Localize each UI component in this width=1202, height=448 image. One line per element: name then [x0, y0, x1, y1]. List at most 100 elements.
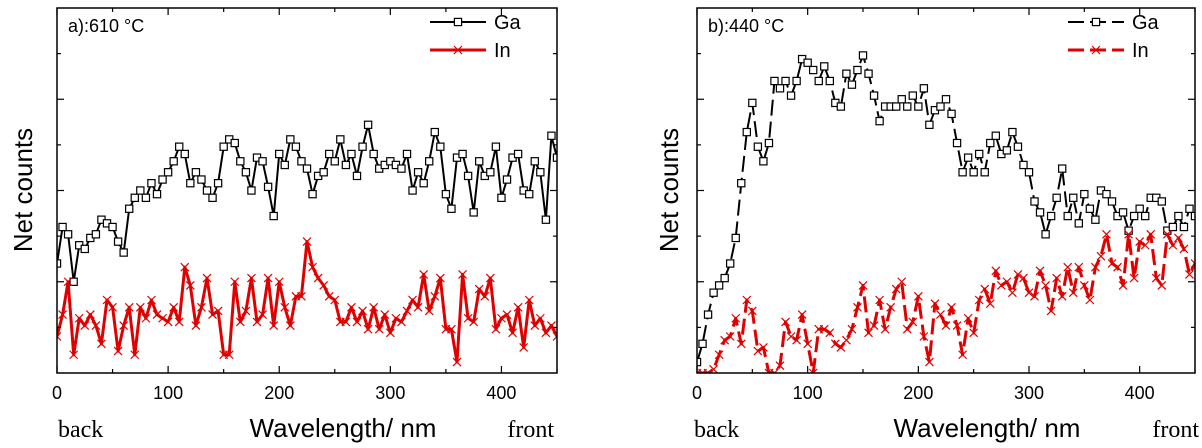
data-point-ga	[725, 259, 735, 268]
data-point-ga	[1168, 222, 1178, 232]
data-point-ga	[130, 193, 139, 202]
data-point-ga	[341, 160, 351, 170]
data-point-in	[758, 343, 768, 352]
data-point-in	[703, 368, 713, 373]
data-point-ga	[1013, 142, 1023, 151]
data-point-ga	[864, 69, 873, 78]
x-tick-label: 0	[692, 383, 702, 403]
data-point-in	[102, 295, 112, 305]
data-point-in	[552, 332, 557, 341]
data-point-ga	[1102, 189, 1111, 199]
x-tick-label: 200	[264, 383, 294, 403]
data-point-ga	[1129, 211, 1139, 221]
data-point-in	[930, 299, 940, 309]
data-point-in	[80, 321, 90, 330]
data-point-in	[530, 321, 540, 330]
data-point-ga	[1107, 197, 1117, 206]
data-point-in	[108, 302, 117, 312]
data-point-in	[502, 310, 512, 320]
data-point-in	[1013, 270, 1023, 279]
data-point-ga	[1157, 197, 1166, 206]
data-point-in	[308, 262, 317, 272]
data-point-in	[341, 317, 351, 327]
data-point-in	[742, 295, 752, 305]
data-point-ga	[58, 222, 67, 232]
data-point-in	[258, 310, 267, 320]
data-point-in	[491, 324, 501, 334]
data-point-in	[1173, 233, 1183, 243]
data-point-in	[1162, 229, 1172, 239]
data-point-in	[241, 306, 251, 316]
data-point-in	[191, 321, 201, 330]
data-point-in	[1179, 244, 1189, 254]
data-point-in	[980, 284, 990, 294]
data-point-ga	[1002, 146, 1012, 155]
data-point-in	[174, 317, 184, 327]
data-point-ga	[770, 76, 779, 86]
data-point-in	[524, 295, 534, 305]
data-point-in	[947, 302, 956, 312]
data-point-ga	[786, 91, 796, 100]
data-point-ga	[814, 76, 823, 86]
data-point-ga	[513, 149, 523, 159]
data-point-in	[880, 324, 890, 334]
data-point-in	[847, 324, 857, 334]
data-point-in	[1151, 273, 1161, 283]
data-point-ga	[269, 211, 278, 221]
data-point-in	[497, 313, 506, 323]
data-point-ga	[469, 208, 478, 217]
data-point-in	[1157, 280, 1167, 290]
data-point-in	[447, 324, 456, 334]
data-point-in	[924, 357, 934, 367]
data-point-in	[991, 266, 1001, 276]
data-point-in	[147, 295, 156, 305]
data-point-in	[919, 332, 929, 341]
data-point-ga	[869, 91, 879, 100]
x-tick-label: 0	[52, 383, 62, 403]
data-point-in	[714, 350, 724, 360]
data-point-ga	[397, 164, 406, 173]
data-point-ga	[1030, 197, 1039, 206]
data-point-ga	[319, 168, 328, 177]
data-point-ga	[980, 168, 989, 177]
data-point-ga	[969, 168, 978, 177]
data-point-in	[830, 339, 840, 349]
data-point-ga	[430, 127, 439, 137]
data-point-ga	[219, 142, 228, 151]
data-point-in	[819, 324, 829, 334]
data-point-in	[513, 302, 523, 312]
data-point-in	[324, 291, 334, 301]
data-point-in	[458, 270, 467, 279]
data-point-ga	[425, 157, 434, 166]
data-point-in	[297, 291, 306, 301]
data-point-in	[797, 310, 807, 320]
data-point-in	[124, 302, 134, 312]
data-point-in	[63, 277, 73, 287]
data-point-ga	[1185, 204, 1194, 213]
data-point-in	[1185, 270, 1194, 279]
data-point-in	[113, 346, 123, 356]
data-point-ga	[80, 244, 89, 254]
data-point-in	[1102, 229, 1111, 239]
data-point-in	[247, 273, 256, 283]
data-point-ga	[197, 175, 206, 184]
data-point-ga	[402, 149, 412, 159]
data-point-in	[1090, 262, 1100, 272]
data-point-ga	[552, 153, 557, 162]
data-point-ga	[147, 179, 156, 188]
legend-label-ga: Ga	[494, 12, 522, 34]
data-point-in	[1019, 273, 1028, 283]
data-point-ga	[308, 189, 317, 199]
data-point-in	[1074, 262, 1084, 272]
data-point-in	[85, 310, 95, 320]
chart-title: b):440 °C	[708, 16, 784, 36]
data-point-in	[720, 335, 730, 345]
data-point-in	[208, 310, 217, 320]
data-point-in	[808, 368, 818, 373]
data-point-ga	[158, 175, 167, 184]
data-point-in	[69, 350, 79, 360]
data-point-in	[1107, 259, 1117, 268]
data-point-ga	[875, 116, 884, 126]
data-point-ga	[180, 149, 189, 159]
data-point-in	[792, 335, 802, 345]
